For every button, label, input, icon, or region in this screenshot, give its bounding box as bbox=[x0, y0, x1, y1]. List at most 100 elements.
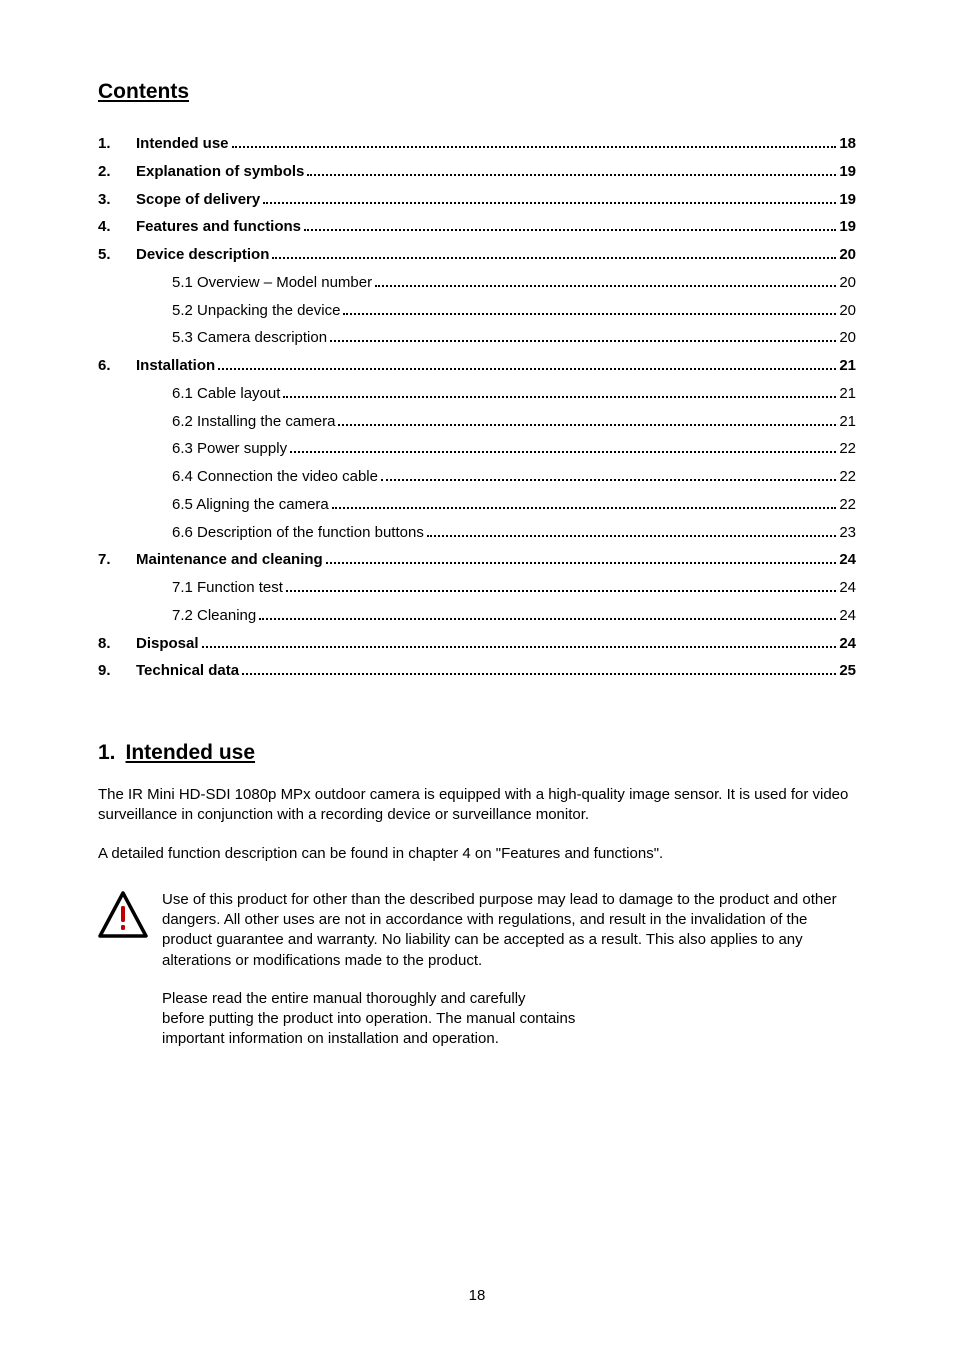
toc-leader-dots bbox=[202, 637, 837, 648]
section-1-heading: 1. Intended use bbox=[98, 741, 856, 765]
warning-text-2: Please read the entire manual thoroughly… bbox=[162, 989, 856, 1050]
toc-row: 6.Installation 21 bbox=[98, 352, 856, 380]
toc-leader-dots bbox=[330, 331, 836, 342]
section-1-title: Intended use bbox=[126, 741, 256, 764]
toc-row: 5.Device description20 bbox=[98, 241, 856, 269]
toc-text: 7.2 Cleaning bbox=[172, 602, 256, 630]
warning-2-line-3: important information on installation an… bbox=[162, 1030, 499, 1047]
toc-page: 20 bbox=[839, 297, 856, 325]
toc-leader-dots bbox=[272, 248, 836, 259]
toc-leader-dots bbox=[242, 664, 836, 675]
toc-leader-dots bbox=[290, 442, 836, 453]
warning-2-line-1: Please read the entire manual thoroughly… bbox=[162, 990, 526, 1007]
toc-text: Scope of delivery bbox=[136, 186, 260, 214]
toc-page: 20 bbox=[839, 269, 856, 297]
toc-page: 18 bbox=[839, 130, 856, 158]
toc-row: 1.Intended use 18 bbox=[98, 130, 856, 158]
toc-text: 5.3 Camera description bbox=[172, 324, 327, 352]
warning-text-1: Use of this product for other than the d… bbox=[162, 890, 856, 971]
warning-2-line-2: before putting the product into operatio… bbox=[162, 1010, 575, 1027]
toc-page: 21 bbox=[839, 408, 856, 436]
toc-page: 19 bbox=[839, 186, 856, 214]
toc-number: 6. bbox=[98, 352, 136, 380]
toc-leader-dots bbox=[307, 165, 836, 176]
toc-page: 24 bbox=[839, 574, 856, 602]
toc-page: 22 bbox=[839, 435, 856, 463]
toc-leader-dots bbox=[343, 304, 836, 315]
toc-row: 6.6 Description of the function buttons 2… bbox=[98, 519, 856, 547]
toc-row: 5.2 Unpacking the device 20 bbox=[98, 297, 856, 325]
toc-leader-dots bbox=[263, 193, 836, 204]
page-number: 18 bbox=[0, 1287, 954, 1304]
toc-text: Intended use bbox=[136, 130, 229, 158]
toc-leader-dots bbox=[304, 220, 836, 231]
toc-row: 8.Disposal 24 bbox=[98, 630, 856, 658]
toc-row: 9.Technical data 25 bbox=[98, 657, 856, 685]
toc-leader-dots bbox=[232, 137, 837, 148]
toc-row: 6.5 Aligning the camera 22 bbox=[98, 491, 856, 519]
toc-text: 7.1 Function test bbox=[172, 574, 283, 602]
toc-number: 3. bbox=[98, 186, 136, 214]
toc-text: Maintenance and cleaning bbox=[136, 546, 323, 574]
toc-leader-dots bbox=[375, 276, 836, 287]
toc-page: 24 bbox=[839, 602, 856, 630]
toc-row: 6.1 Cable layout 21 bbox=[98, 380, 856, 408]
toc-leader-dots bbox=[286, 581, 836, 592]
toc-page: 21 bbox=[839, 380, 856, 408]
toc-page: 21 bbox=[839, 352, 856, 380]
toc-leader-dots bbox=[332, 498, 837, 509]
toc-number: 4. bbox=[98, 213, 136, 241]
toc-row: 6.3 Power supply 22 bbox=[98, 435, 856, 463]
contents-heading: Contents bbox=[98, 80, 856, 104]
toc-text: 6.1 Cable layout bbox=[172, 380, 280, 408]
toc-row: 7.Maintenance and cleaning 24 bbox=[98, 546, 856, 574]
toc-page: 25 bbox=[839, 657, 856, 685]
toc-page: 22 bbox=[839, 463, 856, 491]
toc-text: 6.3 Power supply bbox=[172, 435, 287, 463]
toc-page: 20 bbox=[839, 324, 856, 352]
toc-number: 2. bbox=[98, 158, 136, 186]
toc-leader-dots bbox=[427, 526, 836, 537]
toc-number: 5. bbox=[98, 241, 136, 269]
intended-use-para-1: The IR Mini HD-SDI 1080p MPx outdoor cam… bbox=[98, 785, 856, 826]
toc-text: 6.4 Connection the video cable bbox=[172, 463, 378, 491]
intended-use-para-2: A detailed function description can be f… bbox=[98, 844, 856, 864]
toc-page: 23 bbox=[839, 519, 856, 547]
warning-icon bbox=[98, 890, 148, 971]
toc-page: 24 bbox=[839, 546, 856, 574]
toc-text: Technical data bbox=[136, 657, 239, 685]
toc-page: 24 bbox=[839, 630, 856, 658]
toc-text: 6.6 Description of the function buttons bbox=[172, 519, 424, 547]
toc-leader-dots bbox=[218, 359, 836, 370]
toc-page: 22 bbox=[839, 491, 856, 519]
toc-page: 19 bbox=[839, 213, 856, 241]
toc-number: 9. bbox=[98, 657, 136, 685]
section-1-number: 1. bbox=[98, 741, 116, 764]
toc-row: 5.1 Overview – Model number 20 bbox=[98, 269, 856, 297]
toc-leader-dots bbox=[338, 415, 836, 426]
toc-number: 7. bbox=[98, 546, 136, 574]
toc-text: Installation bbox=[136, 352, 215, 380]
toc-text: 5.2 Unpacking the device bbox=[172, 297, 340, 325]
toc-leader-dots bbox=[259, 609, 836, 620]
toc-text: Features and functions bbox=[136, 213, 301, 241]
toc-leader-dots bbox=[326, 553, 837, 564]
toc-text: Disposal bbox=[136, 630, 199, 658]
toc-number: 8. bbox=[98, 630, 136, 658]
toc-text: Explanation of symbols bbox=[136, 158, 304, 186]
toc-row: 6.4 Connection the video cable 22 bbox=[98, 463, 856, 491]
toc-text: 6.2 Installing the camera bbox=[172, 408, 335, 436]
toc-number: 1. bbox=[98, 130, 136, 158]
table-of-contents: 1.Intended use182.Explanation of symbols… bbox=[98, 130, 856, 685]
warning-block: Use of this product for other than the d… bbox=[98, 890, 856, 971]
toc-row: 3.Scope of delivery 19 bbox=[98, 186, 856, 214]
toc-row: 7.2 Cleaning 24 bbox=[98, 602, 856, 630]
toc-leader-dots bbox=[283, 387, 836, 398]
toc-text: 6.5 Aligning the camera bbox=[172, 491, 329, 519]
toc-leader-dots bbox=[381, 470, 836, 481]
toc-text: 5.1 Overview – Model number bbox=[172, 269, 372, 297]
toc-row: 5.3 Camera description 20 bbox=[98, 324, 856, 352]
toc-page: 20 bbox=[839, 241, 856, 269]
toc-row: 7.1 Function test 24 bbox=[98, 574, 856, 602]
toc-row: 2.Explanation of symbols 19 bbox=[98, 158, 856, 186]
